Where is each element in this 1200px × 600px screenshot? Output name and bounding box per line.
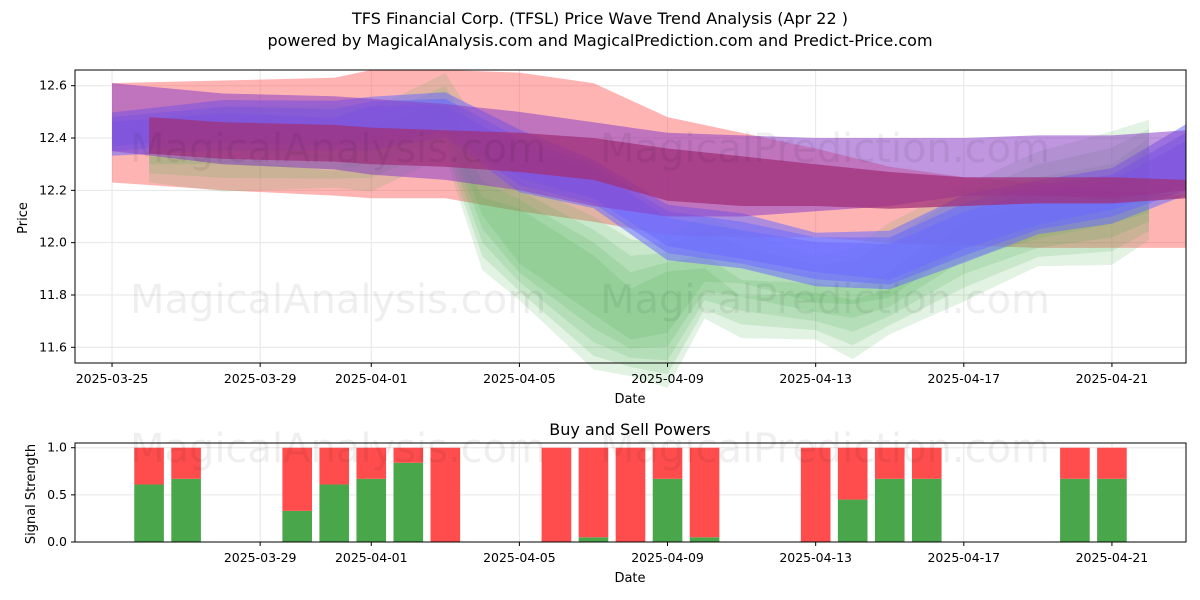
- bottom-ticks: 2025-03-29 2025-04-01 2025-04-05 2025-04-09…: [47, 440, 1148, 565]
- sell-bar: [578, 447, 609, 538]
- sell-bar: [171, 447, 201, 479]
- sell-bar: [874, 447, 905, 479]
- sell-bar: [689, 447, 720, 538]
- top-y-tick-label: 12.2: [39, 182, 67, 197]
- buy-bar: [134, 484, 164, 542]
- price-wave-bands: [112, 70, 1187, 388]
- sell-bar: [911, 447, 942, 479]
- bottom-y-tick-label: 0.0: [47, 534, 67, 549]
- top-x-tick-label: 2025-03-25: [76, 371, 149, 386]
- top-y-tick-label: 11.8: [39, 287, 67, 302]
- buy-bar: [874, 478, 905, 542]
- bottom-x-tick-label: 2025-03-29: [224, 550, 297, 565]
- top-y-tick-label: 12.0: [39, 235, 67, 250]
- watermarks: MagicalAnalysis.com MagicalPrediction.com…: [130, 126, 1050, 472]
- sell-bar: [615, 447, 646, 542]
- buy-bar: [911, 478, 942, 542]
- bottom-chart-title: Buy and Sell Powers: [549, 420, 711, 439]
- sell-bar: [1097, 447, 1127, 479]
- watermark-text: MagicalAnalysis.com: [130, 277, 546, 323]
- magenta-wave-band-4: [149, 117, 1187, 209]
- top-x-axis-label: Date: [614, 392, 645, 407]
- watermark-text: MagicalPrediction.com: [600, 277, 1050, 323]
- green-wave-band-1: [149, 111, 1150, 375]
- sell-bar: [837, 447, 868, 500]
- top-x-tick-label: 2025-04-17: [927, 371, 1000, 386]
- bottom-x-axis-label: Date: [614, 571, 645, 586]
- top-y-tick-label: 12.6: [39, 78, 67, 93]
- bottom-x-tick-label: 2025-04-17: [927, 550, 1000, 565]
- buy-bar: [689, 537, 720, 542]
- bottom-axes-border: [74, 442, 1187, 543]
- watermark-text: MagicalPrediction.com: [600, 126, 1050, 172]
- buy-bar: [837, 499, 868, 542]
- sell-bar: [800, 447, 831, 542]
- bottom-axes-frame: [74, 442, 1187, 543]
- top-axes-frame: [74, 69, 1187, 364]
- watermark-text: MagicalAnalysis.com: [130, 126, 546, 172]
- watermark-text: MagicalAnalysis.com: [130, 426, 546, 472]
- top-x-tick-label: 2025-04-09: [631, 371, 704, 386]
- top-axes-border: [74, 69, 1187, 364]
- bottom-x-tick-label: 2025-04-21: [1076, 550, 1149, 565]
- top-ticks: 2025-03-25 2025-03-29 2025-04-01 2025-04-05…: [39, 78, 1148, 386]
- buy-bar: [1060, 478, 1090, 542]
- top-x-tick-label: 2025-03-29: [224, 371, 297, 386]
- blue-wave-band-2: [112, 92, 1186, 280]
- sell-bar: [356, 447, 387, 479]
- chart-title: TFS Financial Corp. (TFSL) Price Wave Tr…: [352, 9, 848, 28]
- buy-bar: [578, 537, 609, 542]
- sell-bar: [319, 447, 350, 485]
- top-x-tick-label: 2025-04-21: [1076, 371, 1149, 386]
- sell-bar: [134, 447, 164, 485]
- top-x-tick-label: 2025-04-01: [335, 371, 408, 386]
- buy-sell-bars: [134, 447, 1127, 542]
- figure-title: TFS Financial Corp. (TFSL) Price Wave Tr…: [0, 8, 1200, 52]
- buy-bar: [652, 478, 683, 542]
- buy-bar: [1097, 478, 1127, 542]
- bottom-y-axis-label: Signal Strength: [24, 444, 39, 544]
- top-grid: [75, 70, 1186, 363]
- bottom-x-tick-label: 2025-04-09: [631, 550, 704, 565]
- bottom-y-tick-label: 1.0: [47, 440, 67, 455]
- sell-bar: [652, 447, 683, 479]
- buy-bar: [171, 478, 201, 542]
- buy-bar: [393, 462, 424, 542]
- bottom-x-tick-label: 2025-04-13: [779, 550, 852, 565]
- top-y-axis-label: Price: [16, 202, 31, 234]
- buy-bar: [319, 484, 350, 542]
- sell-bar: [282, 447, 313, 511]
- sell-bar: [1060, 447, 1090, 479]
- sell-bar: [541, 447, 572, 542]
- chart-subtitle: powered by MagicalAnalysis.com and Magic…: [267, 31, 933, 50]
- bottom-y-tick-label: 0.5: [47, 487, 67, 502]
- bottom-x-tick-label: 2025-04-05: [483, 550, 556, 565]
- watermark-text: MagicalPrediction.com: [600, 426, 1050, 472]
- green-wave-band-1: [149, 98, 1150, 361]
- top-x-tick-label: 2025-04-13: [779, 371, 852, 386]
- green-wave-band-1: [149, 124, 1150, 388]
- buy-bar: [356, 478, 387, 542]
- sell-bar: [393, 447, 424, 463]
- sell-bar: [430, 447, 461, 542]
- bottom-x-tick-label: 2025-04-01: [335, 550, 408, 565]
- top-x-tick-label: 2025-04-05: [483, 371, 556, 386]
- buy-bar: [282, 510, 313, 542]
- top-y-tick-label: 11.6: [39, 339, 67, 354]
- top-y-tick-label: 12.4: [39, 130, 67, 145]
